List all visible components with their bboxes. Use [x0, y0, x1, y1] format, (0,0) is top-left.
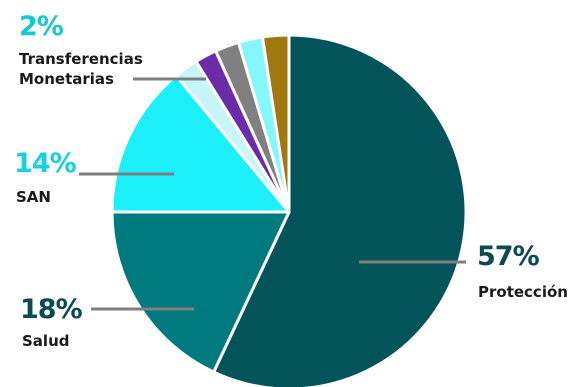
pie-slice-2	[110, 74, 291, 214]
pie-slice-0	[212, 33, 468, 387]
pie-slices	[110, 33, 468, 387]
leader-lines	[79, 77, 466, 311]
slice-value-label-proteccion: 57%	[477, 241, 540, 272]
slice-category-label-transferencias: Transferencias Monetarias	[19, 50, 143, 88]
slice-value-label-transferencias: 2%	[19, 11, 64, 42]
pie-slice-1	[110, 210, 291, 374]
slice-category-label-salud: Salud	[22, 332, 70, 350]
pie-slice-7	[260, 33, 291, 214]
slice-category-label-proteccion: Protección	[478, 283, 568, 301]
slice-value-label-san: 14%	[14, 148, 77, 179]
slice-value-label-salud: 18%	[20, 294, 83, 325]
slice-category-label-san: SAN	[16, 188, 51, 206]
